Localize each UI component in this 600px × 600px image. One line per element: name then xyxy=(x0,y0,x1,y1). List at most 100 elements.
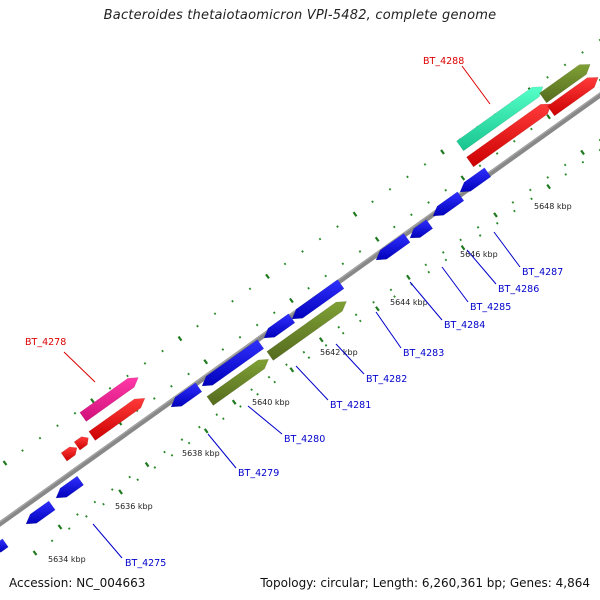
feature-BT_4288 xyxy=(466,103,552,168)
tick-mark xyxy=(493,212,498,218)
tick-mark xyxy=(301,250,304,253)
tick-mark xyxy=(581,160,585,164)
tick-mark xyxy=(529,188,532,192)
scale-label: 5636 kbp xyxy=(115,502,153,511)
tick-mark xyxy=(388,187,392,191)
tick-mark xyxy=(267,375,271,379)
tick-mark xyxy=(392,225,396,229)
tick-mark xyxy=(56,424,59,428)
tick-mark xyxy=(459,238,462,242)
tick-mark xyxy=(283,262,287,266)
tick-mark xyxy=(406,274,411,280)
feature-BT_4278 xyxy=(88,397,146,441)
tick-mark xyxy=(406,175,409,179)
tick-mark xyxy=(256,392,259,396)
tick-mark xyxy=(177,335,183,342)
scale-label: 5646 kbp xyxy=(460,250,498,259)
tick-mark xyxy=(128,475,131,479)
leader-line xyxy=(409,281,443,321)
tick-mark xyxy=(427,201,430,204)
tick-mark xyxy=(495,221,499,225)
tick-mark xyxy=(153,466,157,469)
feature-BT_4277 xyxy=(55,475,84,499)
tick-mark xyxy=(563,163,567,167)
tick-mark xyxy=(272,311,276,315)
tick-mark xyxy=(76,513,79,516)
tick-mark xyxy=(318,237,322,241)
gene-label: BT_4285 xyxy=(470,302,511,313)
tick-mark xyxy=(118,489,123,495)
tick-mark xyxy=(231,399,237,405)
tick-mark xyxy=(161,349,164,353)
gene-label: BT_4282 xyxy=(366,374,407,385)
tick-mark xyxy=(187,441,191,445)
tick-mark xyxy=(136,478,140,482)
tick-mark xyxy=(273,380,277,384)
gene-label: BT_4275 xyxy=(125,558,166,569)
tick-mark xyxy=(57,524,63,530)
gene-label: BT_4287 xyxy=(522,267,563,278)
feature-BT_4275 xyxy=(0,538,9,553)
leader-line xyxy=(493,231,521,268)
accession-label: Accession: NC_004663 xyxy=(9,576,146,590)
tick-mark xyxy=(163,450,166,454)
tick-mark xyxy=(85,515,88,518)
tick-mark xyxy=(238,335,242,339)
gene-label: BT_4283 xyxy=(403,348,444,359)
tick-mark xyxy=(375,306,380,312)
feature-BT_4282 xyxy=(263,313,296,339)
tick-mark xyxy=(393,295,396,298)
tick-mark xyxy=(389,288,393,292)
feature-BT_4287 xyxy=(432,191,465,217)
tick-mark xyxy=(50,539,54,543)
tick-mark xyxy=(302,350,306,354)
tick-mark xyxy=(108,387,112,390)
feature-BT_4279 xyxy=(170,382,203,408)
tick-mark xyxy=(324,344,328,347)
tick-mark xyxy=(341,262,345,266)
tick-mark xyxy=(460,175,466,181)
tick-mark xyxy=(352,211,358,217)
tick-mark xyxy=(441,251,445,254)
feature-BT_4284 xyxy=(291,279,345,320)
scale-label: 5648 kbp xyxy=(534,202,572,211)
tick-mark xyxy=(513,209,516,213)
feature-BT_4283 xyxy=(266,301,347,361)
tick-mark xyxy=(180,438,184,441)
tick-mark xyxy=(222,417,225,421)
tick-mark xyxy=(546,183,551,190)
gene-label: BT_4284 xyxy=(444,320,485,331)
tick-mark xyxy=(358,319,362,323)
feature-BT_4276 xyxy=(25,500,56,525)
tick-mark xyxy=(170,384,173,388)
leader-line xyxy=(295,365,329,401)
leader-line xyxy=(466,249,497,285)
tick-mark xyxy=(460,245,466,251)
gene-label: BT_4280 xyxy=(284,434,325,445)
tick-mark xyxy=(444,188,448,192)
tick-mark xyxy=(478,234,482,237)
tick-mark xyxy=(563,63,567,67)
tick-mark xyxy=(358,250,362,253)
feature-BT_4278c xyxy=(73,436,89,451)
tick-mark xyxy=(478,164,482,168)
tick-mark xyxy=(203,359,209,365)
tick-mark xyxy=(67,527,71,530)
feature-BT_4285 xyxy=(375,233,411,261)
feature-BT_4288 xyxy=(456,86,544,152)
scale-label: 5634 kbp xyxy=(48,555,86,564)
tick-mark xyxy=(512,139,516,143)
tick-mark xyxy=(265,273,270,280)
feature-BT_4289 xyxy=(547,77,599,117)
tick-mark xyxy=(581,51,584,54)
tick-mark xyxy=(110,488,114,491)
tick-mark xyxy=(255,323,259,327)
gene-label: BT_4288 xyxy=(423,56,464,67)
tick-mark xyxy=(564,173,568,176)
tick-mark xyxy=(440,149,445,155)
tick-mark xyxy=(187,372,190,376)
tick-mark xyxy=(170,453,174,457)
tick-mark xyxy=(530,197,533,201)
tick-mark xyxy=(354,313,358,317)
tick-mark xyxy=(546,75,549,79)
